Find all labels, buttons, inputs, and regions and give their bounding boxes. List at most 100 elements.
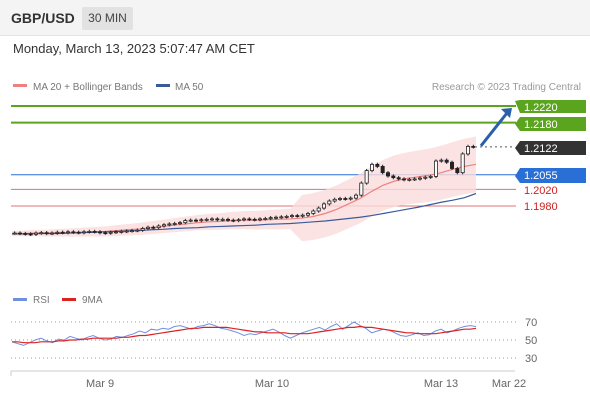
candle-body: [337, 198, 342, 200]
candle-body: [108, 231, 113, 234]
candle-body: [300, 214, 305, 217]
candle-body: [359, 182, 364, 196]
rsi-plot: [11, 321, 516, 359]
x-tick-mar13: Mar 13: [424, 378, 458, 390]
candle-body: [199, 219, 204, 222]
candle-body: [311, 210, 316, 214]
candle-body: [82, 231, 87, 234]
candle-body: [471, 146, 476, 148]
candle-body: [439, 159, 444, 162]
candle-body: [348, 197, 353, 200]
level-pivot-label: 1.2055: [524, 170, 558, 182]
candle-body: [28, 233, 33, 236]
candle-body: [98, 231, 103, 234]
bollinger-band: [12, 136, 476, 242]
rsi-line: [11, 321, 477, 346]
candle-body: [465, 146, 470, 155]
candle-body: [167, 223, 172, 226]
rsi-legend-label: RSI: [33, 295, 50, 306]
candle-body: [225, 218, 230, 221]
candle-body: [140, 228, 145, 231]
candle-body: [449, 161, 454, 169]
candle-body: [124, 230, 129, 233]
candle-body: [455, 168, 460, 174]
candle-body: [236, 219, 241, 222]
forecast-arrow-head: [501, 108, 512, 118]
candle-body: [305, 213, 310, 216]
x-tick-mar9: Mar 9: [86, 378, 114, 390]
legend-swatch-ma50: [156, 84, 170, 87]
candle-body: [257, 218, 262, 221]
candle-body: [396, 177, 401, 180]
level-tag-pivot: [515, 168, 586, 183]
level-r2-label: 1.2220: [524, 102, 558, 114]
candle-body: [423, 176, 428, 179]
legend-label-bb: MA 20 + Bollinger Bands: [33, 82, 143, 93]
rsi-tick-30: 30: [525, 353, 537, 365]
candle-body: [177, 222, 182, 225]
candle-body: [321, 203, 326, 209]
rsi-tick-70: 70: [525, 317, 537, 329]
candle-body: [156, 225, 161, 229]
candle-body: [50, 232, 55, 235]
rsi-ma9-line: [12, 325, 477, 344]
candle-body: [417, 177, 422, 180]
candle-body: [295, 215, 300, 217]
rsi-tick-50: 50: [525, 335, 537, 347]
candle-body: [161, 224, 166, 227]
ma9-legend-label: 9MA: [82, 295, 103, 306]
candle-body: [220, 218, 225, 221]
price-plot: [11, 105, 516, 242]
candle-body: [87, 231, 92, 233]
level-current-label: 1.2122: [524, 143, 558, 155]
candle-body: [39, 232, 44, 235]
candle-body: [71, 231, 76, 234]
timeframe-button[interactable]: 30 MIN: [82, 7, 133, 30]
candle-body: [193, 219, 198, 222]
candle-body: [145, 226, 150, 229]
level-labels: 1.2220 1.2180 1.2122 1.2055 1.2020 1.198…: [515, 100, 586, 213]
candle-body: [460, 153, 465, 174]
candle-body: [114, 231, 119, 234]
level-tag-r2: [515, 100, 586, 113]
candle-body: [172, 223, 177, 225]
ma9-legend-swatch: [62, 298, 76, 301]
candle-body: [119, 231, 124, 233]
symbol-label: GBP/USD: [11, 10, 75, 26]
level-s2-label: 1.1980: [524, 201, 558, 213]
candle-body: [44, 232, 49, 235]
candle-body: [34, 232, 39, 235]
candle-body: [252, 218, 257, 221]
candle-body: [385, 172, 390, 177]
chart-header: GBP/USD 30 MIN: [0, 0, 590, 36]
forecast-arrow-shaft: [479, 112, 509, 147]
candle-body: [273, 216, 278, 219]
level-s1-label: 1.2020: [524, 185, 558, 197]
candle-body: [412, 178, 417, 181]
candle-body: [23, 233, 28, 235]
candle-body: [66, 231, 71, 234]
candle-body: [204, 218, 209, 221]
candle-body: [279, 216, 284, 219]
legend-label-ma50: MA 50: [175, 82, 204, 93]
rsi-legend-swatch: [13, 298, 27, 301]
credit-text: Research © 2023 Trading Central: [432, 82, 581, 93]
candle-body: [263, 218, 268, 220]
candle-body: [375, 163, 380, 167]
candle-body: [241, 218, 246, 221]
candle-body: [247, 218, 252, 221]
candle-body: [231, 219, 236, 222]
level-tag-current: [515, 141, 586, 155]
candle-body: [76, 231, 81, 234]
legend-swatch-bb: [13, 84, 27, 87]
candle-body: [428, 176, 433, 178]
candle-body: [183, 220, 188, 224]
timestamp: Monday, March 13, 2023 5:07:47 AM CET: [13, 41, 255, 56]
candle-body: [92, 231, 97, 233]
candle-body: [209, 218, 214, 221]
candle-body: [353, 194, 358, 199]
candle-body: [433, 160, 438, 177]
candle-body: [316, 207, 321, 212]
candle-body: [103, 232, 108, 235]
